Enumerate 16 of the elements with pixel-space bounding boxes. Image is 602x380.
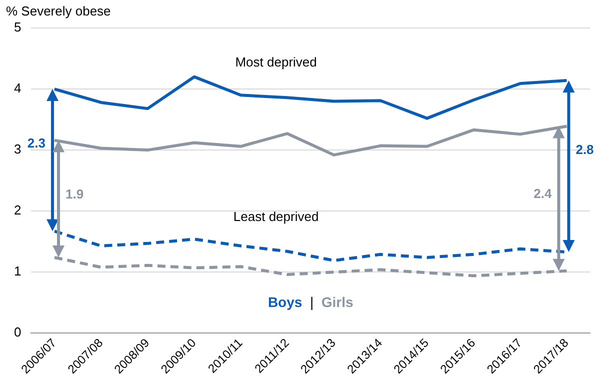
y-tick-label: 4 (14, 80, 22, 96)
text: Girls (321, 294, 354, 310)
annotation: Least deprived (233, 208, 319, 224)
annotation: Most deprived (235, 54, 317, 70)
y-tick-label: 3 (14, 142, 22, 157)
y-tick-label: 0 (14, 324, 22, 340)
y-tick-label: 5 (14, 20, 22, 35)
annotation: 2.8 (576, 142, 594, 157)
y-axis-title: % Severely obese (6, 4, 111, 19)
y-tick-label: 1 (14, 264, 22, 279)
annotation: 1.9 (66, 186, 84, 202)
annotation: 2.4 (534, 186, 552, 202)
text: Boys (268, 294, 302, 310)
annotation: | (302, 294, 322, 310)
y-tick-label: 2 (14, 202, 22, 218)
annotation: 2.3 (27, 136, 46, 151)
